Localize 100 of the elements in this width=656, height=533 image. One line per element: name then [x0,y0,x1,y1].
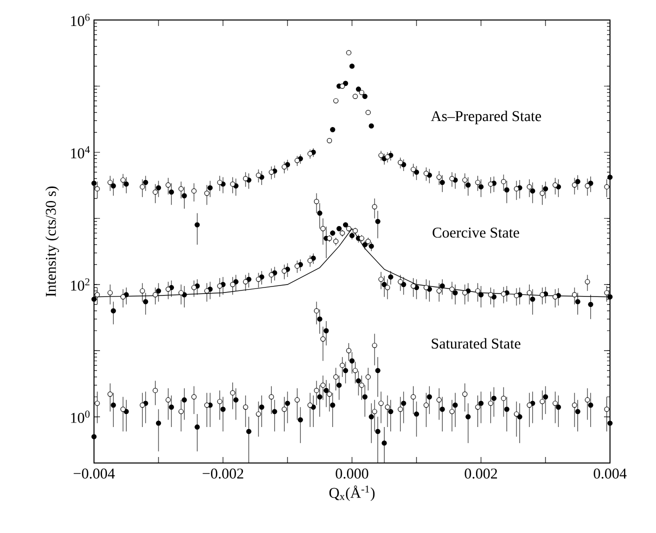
point [440,406,445,412]
point [368,414,374,420]
point [436,397,442,402]
point [182,292,187,298]
point [375,368,380,374]
y-axis-title: Intensity (cts/30 s) [45,186,59,297]
point [268,394,274,400]
point [530,296,536,302]
point [152,189,158,195]
point [259,404,264,410]
point [462,290,468,296]
point [246,428,252,434]
x-tick-label: 0.004 [594,468,627,479]
point [140,402,145,408]
point [346,226,352,232]
point [294,263,300,269]
point [340,362,345,368]
point [94,292,100,298]
point [372,342,378,348]
point [256,411,262,417]
point [475,404,480,410]
point [268,170,274,175]
point [384,284,390,290]
point [375,428,380,434]
point [156,420,162,426]
point [452,402,458,408]
point [330,402,336,408]
point [462,177,468,183]
point [607,420,613,426]
point [475,288,480,294]
point [604,290,610,296]
point [604,406,610,412]
point [475,180,480,185]
point [204,288,210,294]
point [208,185,213,190]
point [233,397,238,402]
point [540,398,545,404]
point [572,402,578,408]
point [500,179,506,184]
point [352,368,358,374]
point [178,186,184,192]
point [514,293,520,298]
point [410,394,416,400]
point [94,400,100,406]
point [340,84,345,89]
point [514,411,520,417]
x-tick-label: 0.002 [464,468,497,479]
point [504,406,510,412]
point [349,64,355,69]
point [366,110,371,116]
point [242,279,248,284]
point [110,402,116,408]
point [284,400,290,406]
point [359,90,364,96]
point [352,228,358,234]
point [372,204,378,210]
point [588,180,594,186]
point [500,291,506,297]
y-tick-label: 10$^{0}$ [71,410,90,423]
point [452,290,458,296]
point [178,408,184,414]
point [517,414,522,420]
point [552,400,558,406]
point [108,290,113,296]
point [178,290,184,296]
point [317,394,322,400]
point [330,230,336,236]
point [320,336,326,342]
point [272,408,278,414]
point [166,397,171,402]
point [182,193,187,198]
point [384,404,390,410]
x-axis-title: Q$_{x}$(Å$^{-1}$) [329,486,375,501]
point [217,283,222,289]
point [349,358,355,364]
y-tick-label: 10$^{4}$ [71,146,90,158]
point [478,400,484,406]
point [317,316,322,322]
point [307,402,313,408]
point [242,404,248,410]
point [466,414,471,420]
point [191,284,197,290]
point [401,282,406,288]
point [398,406,403,412]
point [326,138,332,144]
point [110,183,116,188]
point [584,279,590,284]
point [324,388,329,394]
point [94,186,100,192]
point [388,408,394,414]
point [368,244,374,249]
point [220,406,226,412]
point [436,174,442,180]
point [449,176,455,182]
point [91,296,97,302]
point [230,282,236,288]
point [342,368,348,374]
point [388,274,394,280]
point [575,299,580,304]
point [152,388,158,394]
